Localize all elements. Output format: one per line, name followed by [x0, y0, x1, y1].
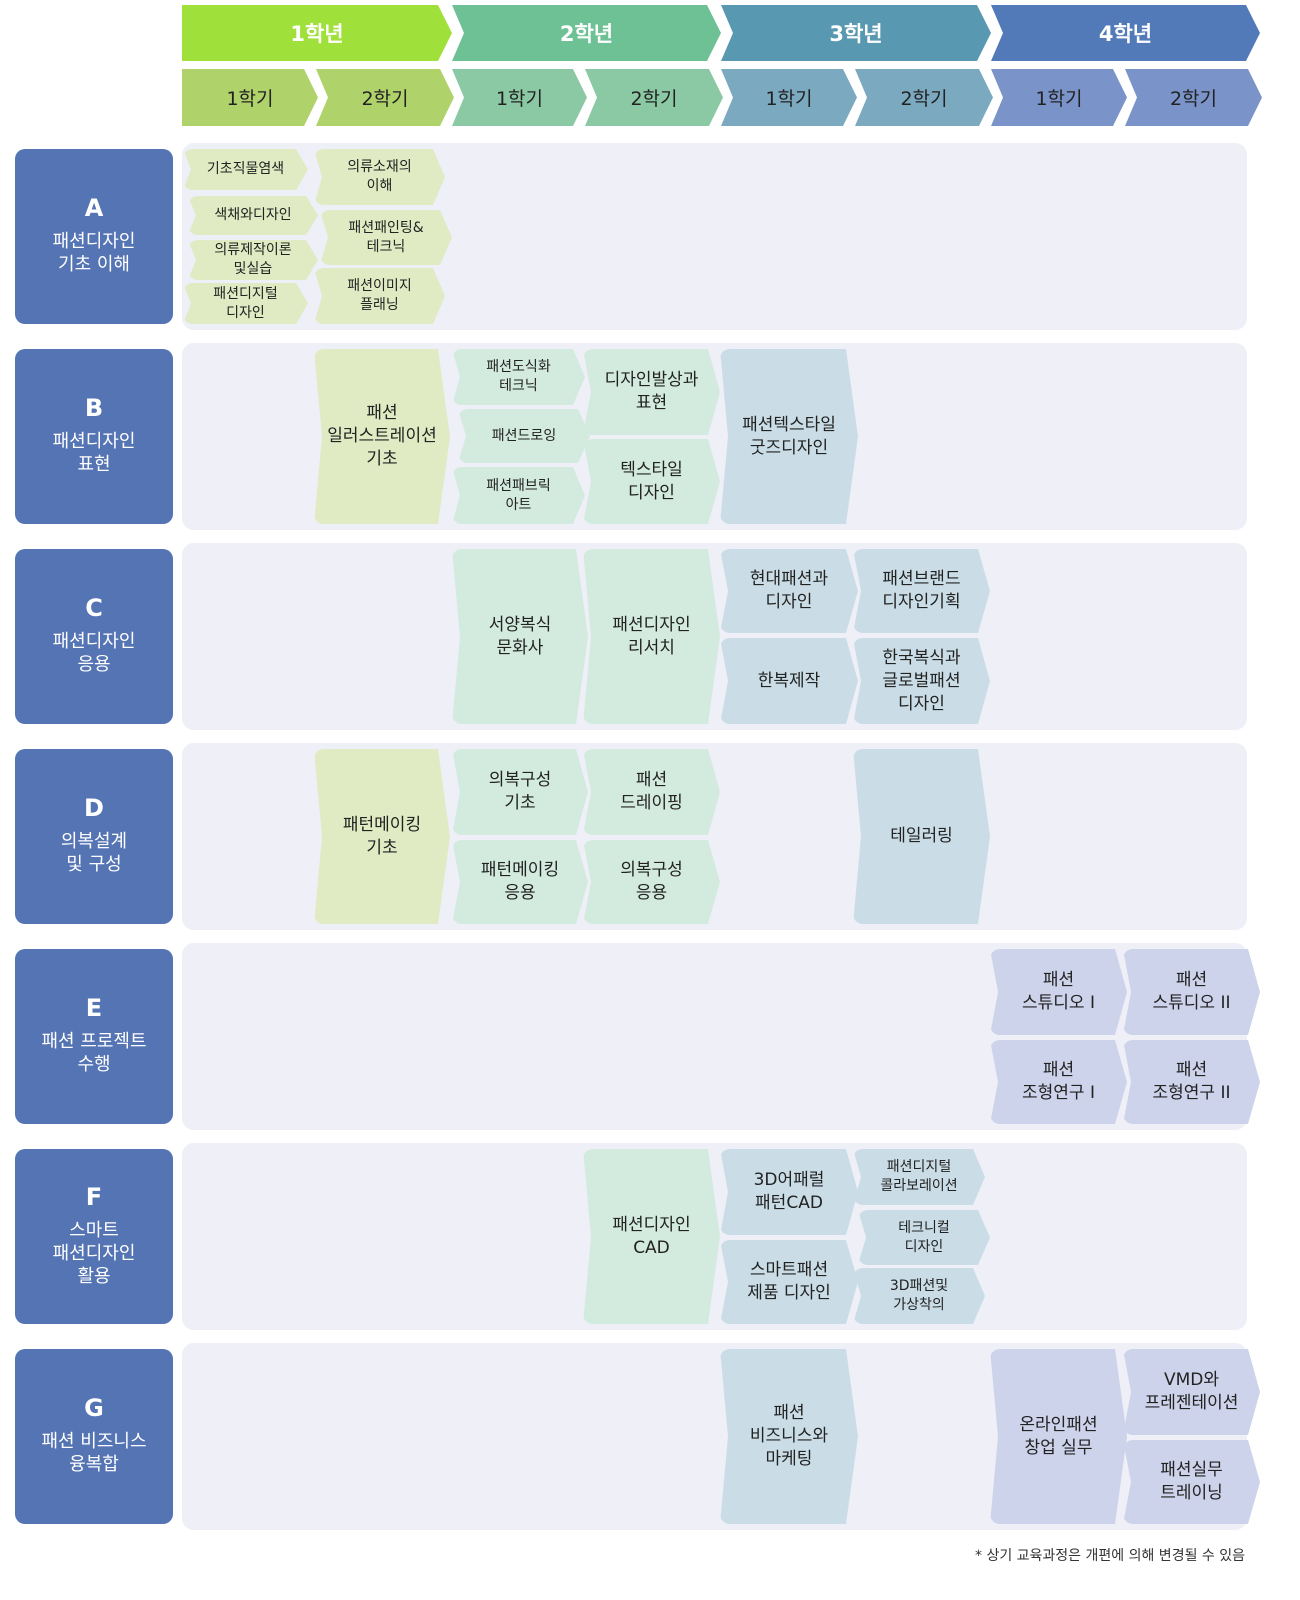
course-cell: 패션디지털 디자인	[183, 283, 308, 324]
course-cell: 패션디자인 CAD	[583, 1149, 720, 1324]
course-cell: 패션드로잉	[458, 409, 590, 463]
course-cell: 의류제작이론 및실습	[188, 240, 318, 280]
course-cell: 기초직물염색	[183, 149, 308, 190]
category-title: 패션디자인 표현	[52, 431, 136, 475]
course-cell: 테일러링	[853, 749, 990, 924]
course-cell: 패턴메이킹 기초	[314, 749, 450, 924]
category-letter: D	[84, 794, 104, 822]
year-header-3: 3학년	[721, 5, 991, 61]
category-title: 패션디자인 기초 이해	[52, 231, 136, 275]
semester-header: 1학기	[452, 69, 587, 126]
category-label-c: C 패션디자인 응용	[15, 549, 173, 724]
category-title: 패션 프로젝트 수행	[41, 1031, 147, 1075]
category-letter: G	[84, 1394, 104, 1422]
year-header-2: 2학년	[452, 5, 721, 61]
category-label-e: E 패션 프로젝트 수행	[15, 949, 173, 1124]
category-title: 패션디자인 응용	[52, 631, 136, 675]
category-letter: E	[85, 994, 103, 1022]
course-cell: 패션패인팅& 테크닉	[320, 210, 452, 265]
course-cell: 패션브랜드 디자인기획	[853, 549, 990, 633]
semester-header: 2학기	[855, 69, 993, 126]
course-cell: 패션 일러스트레이션 기초	[314, 349, 450, 524]
category-label-d: D 의복설계 및 구성	[15, 749, 173, 924]
category-letter: B	[84, 394, 104, 422]
course-cell: 스마트패션 제품 디자인	[720, 1240, 858, 1324]
footnote: * 상기 교육과정은 개편에 의해 변경될 수 있음	[975, 1548, 1245, 1564]
course-cell: 패션디지털 콜라보레이션	[853, 1149, 985, 1205]
course-cell: 현대패션과 디자인	[720, 549, 858, 633]
course-cell: 패션 비즈니스와 마케팅	[720, 1349, 858, 1524]
semester-header: 1학기	[721, 69, 857, 126]
course-cell: 서양복식 문화사	[452, 549, 588, 724]
course-cell: 패션도식화 테크닉	[452, 349, 585, 405]
course-cell: 패션이미지 플래닝	[314, 268, 445, 324]
category-letter: A	[84, 194, 104, 222]
course-cell: 디자인발상과 표현	[583, 349, 720, 435]
course-cell: 패션 스튜디오 I	[990, 949, 1127, 1035]
category-title: 패션 비즈니스 융복합	[41, 1431, 147, 1475]
course-cell: 색채와디자인	[188, 196, 318, 235]
course-cell: 패션패브릭 아트	[452, 467, 585, 524]
year-header-1: 1학년	[182, 5, 452, 61]
course-cell: 텍스타일 디자인	[583, 439, 720, 524]
course-cell: 패션 스튜디오 II	[1123, 949, 1260, 1035]
semester-header: 2학기	[585, 69, 723, 126]
course-cell: 의복구성 응용	[583, 840, 720, 924]
course-cell: 한국복식과 글로벌패션 디자인	[853, 638, 990, 724]
course-cell: 의복구성 기초	[452, 749, 588, 835]
category-label-a: A 패션디자인 기초 이해	[15, 149, 173, 324]
category-title: 스마트 패션디자인 활용	[52, 1219, 136, 1287]
course-cell: 의류소재의 이해	[314, 149, 445, 205]
course-cell: 패션실무 트레이닝	[1123, 1440, 1260, 1524]
category-letter: C	[85, 594, 103, 622]
course-cell: 온라인패션 창업 실무	[990, 1349, 1127, 1524]
course-cell: 패션 조형연구 II	[1123, 1040, 1260, 1124]
course-cell: 패션 조형연구 I	[990, 1040, 1127, 1124]
semester-header: 2학기	[316, 69, 454, 126]
course-cell: 패션디자인 리서치	[583, 549, 720, 724]
year-header-4: 4학년	[991, 5, 1260, 61]
category-letter: F	[85, 1182, 103, 1211]
category-label-b: B 패션디자인 표현	[15, 349, 173, 524]
course-cell: 패션 드레이핑	[583, 749, 720, 835]
course-cell: 3D패션및 가상착의	[853, 1268, 985, 1324]
course-cell: 3D어패럴 패턴CAD	[720, 1149, 858, 1235]
category-title: 의복설계 및 구성	[60, 831, 128, 875]
category-label-f: F 스마트 패션디자인 활용	[15, 1149, 173, 1324]
semester-header: 1학기	[182, 69, 318, 126]
category-label-g: G 패션 비즈니스 융복합	[15, 1349, 173, 1524]
course-cell: 패턴메이킹 응용	[452, 840, 588, 924]
semester-header: 1학기	[991, 69, 1127, 126]
course-cell: 패션텍스타일 굿즈디자인	[720, 349, 858, 524]
semester-header: 2학기	[1125, 69, 1262, 126]
course-cell: 테크니컬 디자인	[858, 1210, 990, 1265]
course-cell: VMD와 프레젠테이션	[1123, 1349, 1260, 1435]
course-cell: 한복제작	[720, 638, 858, 724]
